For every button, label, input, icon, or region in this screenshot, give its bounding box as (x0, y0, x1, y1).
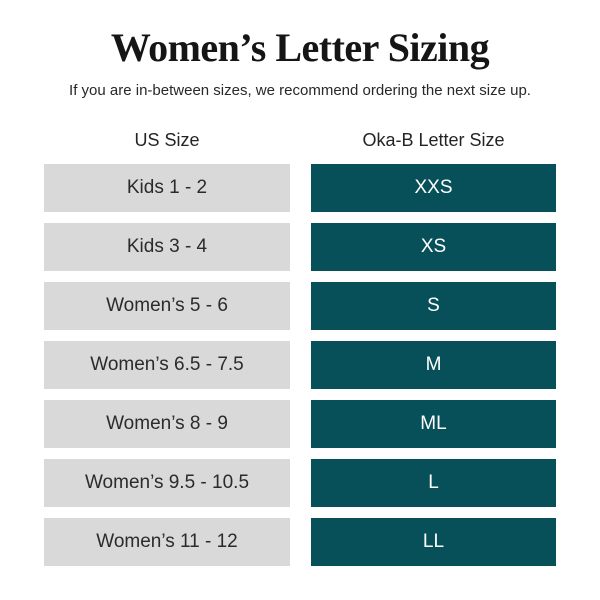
letter-size-cell: XXS (311, 164, 556, 212)
page-title: Women’s Letter Sizing (110, 25, 490, 70)
letter-size-label: M (425, 354, 442, 375)
table-row: Women’s 6.5 - 7.5 M (44, 341, 556, 389)
us-size-cell: Women’s 6.5 - 7.5 (44, 341, 290, 389)
letter-size-cell: S (311, 282, 556, 330)
table-row: Women’s 5 - 6 S (44, 282, 556, 330)
page-subtitle: If you are in-between sizes, we recommen… (69, 82, 531, 99)
us-size-label: Women’s 11 - 12 (96, 531, 238, 552)
letter-size-label: ML (420, 413, 447, 434)
us-size-cell: Kids 3 - 4 (44, 223, 290, 271)
table-header-row: US Size Oka-B Letter Size (44, 130, 556, 151)
letter-size-label: XXS (414, 177, 453, 198)
us-size-label: Women’s 6.5 - 7.5 (90, 354, 244, 375)
letter-size-cell: XS (311, 223, 556, 271)
letter-size-cell: LL (311, 518, 556, 566)
table-rows: Kids 1 - 2 XXS Kids 3 - 4 XS Women’s 5 -… (44, 164, 556, 566)
table-row: Kids 1 - 2 XXS (44, 164, 556, 212)
us-size-cell: Women’s 11 - 12 (44, 518, 290, 566)
us-size-cell: Women’s 5 - 6 (44, 282, 290, 330)
table-row: Women’s 8 - 9 ML (44, 400, 556, 448)
letter-size-label: LL (422, 531, 445, 552)
us-size-label: Women’s 9.5 - 10.5 (84, 472, 250, 493)
us-size-label: Women’s 8 - 9 (106, 413, 228, 434)
us-size-cell: Kids 1 - 2 (44, 164, 290, 212)
letter-size-cell: L (311, 459, 556, 507)
us-size-label: Women’s 5 - 6 (106, 295, 228, 316)
table-row: Women’s 11 - 12 LL (44, 518, 556, 566)
us-size-label: Kids 1 - 2 (126, 177, 208, 198)
letter-size-label: S (427, 295, 440, 316)
table-row: Women’s 9.5 - 10.5 L (44, 459, 556, 507)
us-size-cell: Women’s 9.5 - 10.5 (44, 459, 290, 507)
sizing-table: US Size Oka-B Letter Size Kids 1 - 2 XXS… (44, 130, 556, 566)
table-row: Kids 3 - 4 XS (44, 223, 556, 271)
letter-size-cell: ML (311, 400, 556, 448)
column-header-letter-size: Oka-B Letter Size (362, 130, 505, 150)
us-size-label: Kids 3 - 4 (126, 236, 208, 257)
letter-size-cell: M (311, 341, 556, 389)
letter-size-label: XS (420, 236, 447, 257)
column-header-us-size: US Size (134, 130, 200, 150)
us-size-cell: Women’s 8 - 9 (44, 400, 290, 448)
letter-size-label: L (428, 472, 439, 493)
